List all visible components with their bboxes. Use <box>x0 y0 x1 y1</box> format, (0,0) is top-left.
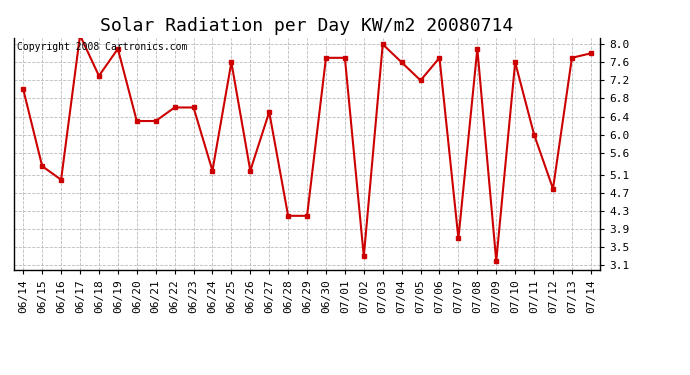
Title: Solar Radiation per Day KW/m2 20080714: Solar Radiation per Day KW/m2 20080714 <box>101 16 513 34</box>
Text: Copyright 2008 Cartronics.com: Copyright 2008 Cartronics.com <box>17 42 187 52</box>
